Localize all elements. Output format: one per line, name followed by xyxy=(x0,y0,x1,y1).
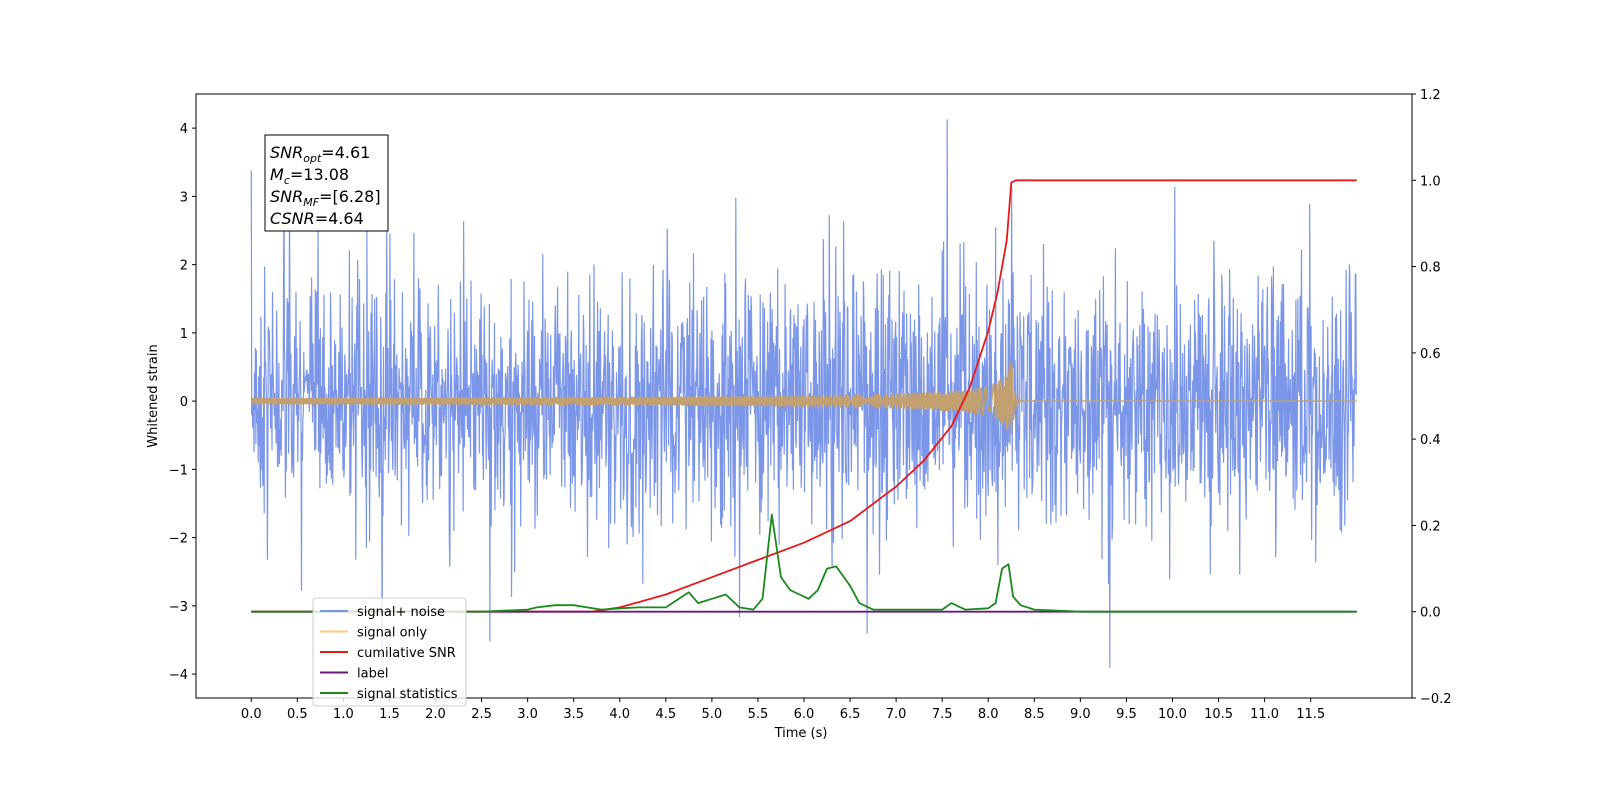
legend-label: signal statistics xyxy=(357,687,458,702)
y2-tick-label: 0.2 xyxy=(1420,519,1441,534)
legend-frame xyxy=(312,597,467,707)
x-tick-label: 2.0 xyxy=(425,707,446,722)
series-line-signal-statistics xyxy=(251,513,1357,613)
y2-tick-label: 1.2 xyxy=(1420,88,1441,103)
annotation-frame xyxy=(264,134,389,232)
y-tick-label: −2 xyxy=(169,532,188,547)
legend-entry: signal statistics xyxy=(320,687,458,702)
y2-tick-label: 1.0 xyxy=(1420,174,1441,189)
x-tick-label: 7.0 xyxy=(886,707,907,722)
y-tick-label: 1 xyxy=(180,327,188,342)
x-tick-label: 5.5 xyxy=(748,707,769,722)
y-tick-label: 4 xyxy=(180,122,188,137)
x-tick-label: 5.0 xyxy=(702,707,723,722)
y-tick-label: −1 xyxy=(169,463,188,478)
y2-tick-label: −0.2 xyxy=(1420,692,1452,707)
y-tick-label: −3 xyxy=(169,600,188,615)
x-axis-label: Time (s) xyxy=(774,726,828,741)
x-tick-label: 10.5 xyxy=(1204,707,1233,722)
x-tick-label: 11.5 xyxy=(1296,707,1325,722)
x-tick-label: 1.0 xyxy=(333,707,354,722)
y2-tick-label: 0.4 xyxy=(1420,433,1441,448)
series-line-signal-only xyxy=(250,360,1358,435)
x-tick-label: 8.0 xyxy=(978,707,999,722)
x-tick-label: 7.5 xyxy=(932,707,953,722)
annotation-line: Mc=13.08 xyxy=(270,165,349,187)
x-tick-label: 0.5 xyxy=(287,707,308,722)
x-tick-label: 6.5 xyxy=(840,707,861,722)
x-tick-label: 2.5 xyxy=(471,707,492,722)
legend-entry: cumilative SNR xyxy=(320,646,456,661)
x-tick-label: 9.5 xyxy=(1116,707,1137,722)
annotation-line: SNRopt=4.61 xyxy=(270,143,370,165)
series-layer xyxy=(250,119,1358,668)
x-tick-label: 11.0 xyxy=(1250,707,1279,722)
y2-tick-label: 0.6 xyxy=(1420,347,1441,362)
x-tick-label: 6.0 xyxy=(794,707,815,722)
legend-label: signal only xyxy=(357,626,427,641)
legend-label: label xyxy=(357,667,388,682)
x-axis: 0.0 0.5 1.0 1.5 2.0 2.5 3.0 3.5 4.0 4.5 5.0 5.5 6.0 6… xyxy=(241,698,1325,722)
legend-entry: signal+ noise xyxy=(320,605,445,620)
x-tick-label: 1.5 xyxy=(379,707,400,722)
legend-label: cumilative SNR xyxy=(357,646,456,661)
x-tick-label: 4.0 xyxy=(609,707,630,722)
legend-entry: signal only xyxy=(320,626,427,641)
annotation-line: SNRMF=[6.28] xyxy=(270,187,381,209)
x-tick-label: 10.0 xyxy=(1158,707,1187,722)
series-line-cumilative-snr xyxy=(251,179,1357,613)
y-tick-label: 3 xyxy=(180,190,188,205)
x-tick-label: 0.0 xyxy=(241,707,262,722)
y-tick-label: 2 xyxy=(180,259,188,274)
y-tick-label: −4 xyxy=(169,668,188,683)
x-tick-label: 3.5 xyxy=(563,707,584,722)
legend-label: signal+ noise xyxy=(357,605,445,620)
x-tick-label: 9.0 xyxy=(1070,707,1091,722)
legend-entry: label xyxy=(320,667,388,682)
y-axis-label: Whitened strain xyxy=(146,344,161,447)
x-tick-label: 4.5 xyxy=(655,707,676,722)
y-axis-left: −4 −3 −2 −1 0 1 2 3 4 xyxy=(169,122,196,683)
y2-tick-label: 0.8 xyxy=(1420,261,1441,276)
y2-tick-label: 0.0 xyxy=(1420,606,1441,621)
y-tick-label: 0 xyxy=(180,395,188,410)
y-axis-right: −0.2 0.0 0.2 0.4 0.6 0.8 1.0 1.2 xyxy=(1412,88,1452,707)
x-tick-label: 8.5 xyxy=(1024,707,1045,722)
x-tick-label: 3.0 xyxy=(517,707,538,722)
legend: signal+ noise signal only cumilative SNR la… xyxy=(312,597,467,707)
annotation-line: CSNR=4.64 xyxy=(270,209,364,228)
series-line-signal-noise xyxy=(250,119,1357,668)
